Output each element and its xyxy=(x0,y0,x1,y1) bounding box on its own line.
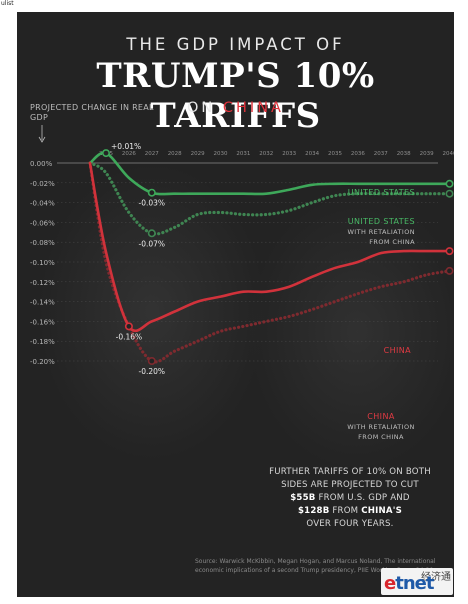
y-tick-label: -0.02% xyxy=(30,180,55,188)
data-label: -0.03% xyxy=(139,199,166,208)
data-label: +0.01% xyxy=(111,142,141,151)
annotation-line-5: OVER FOUR YEARS. xyxy=(306,519,394,529)
annotation-line-3: $55B FROM U.S. GDP AND xyxy=(255,492,445,505)
x-tick-label: 2039 xyxy=(420,151,434,157)
x-tick-label: 2035 xyxy=(328,151,342,157)
series-name-label: WITH RETALIATION xyxy=(347,423,415,431)
background-portrait-right xyxy=(247,192,454,472)
x-tick-label: 2038 xyxy=(397,151,411,157)
etnet-logo: 经济通 etnet xyxy=(381,568,453,595)
infographic-panel: THE GDP IMPACT OF TRUMP'S 10% TARIFFS ON… xyxy=(17,12,454,597)
data-label: -0.16% xyxy=(116,332,143,341)
y-tick-label: -0.16% xyxy=(30,318,55,326)
series-line xyxy=(88,161,452,236)
x-tick-label: 2033 xyxy=(282,151,296,157)
data-point-marker xyxy=(445,189,454,198)
y-tick-label: -0.06% xyxy=(30,219,55,227)
annotation-china-amount: $128B xyxy=(297,506,330,516)
series-name-label: FROM CHINA xyxy=(369,238,415,246)
gdp-line-chart: 0.00% -0.02% -0.04% -0.06% -0.08% -0.10% -0.12… xyxy=(30,125,455,441)
source-note: Source: Warwick McKibbin, Megan Hogan, a… xyxy=(195,557,445,575)
annotation-line-4: $128B FROM CHINA'S xyxy=(255,505,445,518)
series-line xyxy=(88,151,451,196)
x-tick-label: 2031 xyxy=(236,151,250,157)
axis-note-arrowhead xyxy=(38,136,46,143)
annotation-text: FURTHER TARIFFS OF 10% ON BOTH SIDES ARE… xyxy=(255,466,445,531)
title-line-3: ON CHINA xyxy=(17,100,454,116)
data-point-marker xyxy=(445,179,454,188)
annotation-line-4-mid: FROM xyxy=(332,506,359,516)
data-point-marker xyxy=(147,356,156,365)
x-tick-label: 2032 xyxy=(259,151,273,157)
data-label: -0.07% xyxy=(139,239,166,248)
x-tick-label: 2034 xyxy=(305,151,319,157)
title-line-3-prefix: ON xyxy=(187,100,216,116)
y-tick-label: -0.20% xyxy=(30,358,55,366)
x-tick-label: 2029 xyxy=(191,151,205,157)
data-point-marker xyxy=(124,322,133,331)
data-point-marker xyxy=(445,266,454,275)
y-axis-note: PROJECTED CHANGE IN REAL GDP xyxy=(30,103,154,122)
logo-chinese-chars: 经济通 xyxy=(421,572,451,583)
title-line-2: TRUMP'S 10% TARIFFS xyxy=(96,56,375,136)
y-tick-label: -0.18% xyxy=(30,338,55,346)
series-name-label: CHINA xyxy=(384,346,412,355)
series-line xyxy=(88,161,451,333)
annotation-line-1: FURTHER TARIFFS OF 10% ON BOTH xyxy=(269,467,431,477)
logo-brand-rest: tnet xyxy=(395,573,434,594)
logo-brand: etnet xyxy=(384,573,434,594)
data-label: -0.20% xyxy=(139,367,166,376)
y-tick-label: 0.00% xyxy=(30,160,53,168)
x-tick-label: 2030 xyxy=(214,151,228,157)
series-name-label: CHINA xyxy=(367,412,395,421)
annotation-us-amount: $55B xyxy=(290,493,316,503)
series-name-label: UNITED STATES xyxy=(348,217,415,226)
logo-brand-e: e xyxy=(384,573,396,594)
data-point-marker xyxy=(102,149,111,158)
y-tick-label: -0.10% xyxy=(30,259,55,267)
y-tick-label: -0.14% xyxy=(30,299,55,307)
background-portrait-left xyxy=(37,162,267,462)
y-tick-label: -0.08% xyxy=(30,239,55,247)
x-tick-label: 2037 xyxy=(374,151,388,157)
x-tick-label: 2028 xyxy=(168,151,182,157)
y-tick-label: -0.04% xyxy=(30,200,55,208)
data-point-marker xyxy=(147,229,156,238)
series-name-label: FROM CHINA xyxy=(358,433,404,441)
source-line-2: economic implications of a second Trump … xyxy=(195,567,436,574)
annotation-line-3-rest: FROM U.S. GDP AND xyxy=(318,493,410,503)
series-name-label: UNITED STATES xyxy=(348,188,415,197)
source-line-1: Source: Warwick McKibbin, Megan Hogan, a… xyxy=(195,558,436,565)
title-line-1: THE GDP IMPACT OF xyxy=(126,35,345,54)
data-point-marker xyxy=(445,247,454,256)
page-tag: ulist xyxy=(1,0,14,7)
annotation-line-2: SIDES ARE PROJECTED TO CUT xyxy=(281,480,419,490)
series-line xyxy=(88,161,452,364)
x-tick-label: 2026 xyxy=(122,151,136,157)
series-name-label: WITH RETALIATION xyxy=(347,228,415,236)
data-point-marker xyxy=(147,188,156,197)
y-tick-label: -0.12% xyxy=(30,279,55,287)
title-line-3-highlight: CHINA xyxy=(222,100,284,116)
annotation-china-label: CHINA'S xyxy=(361,506,402,516)
x-tick-label: 2027 xyxy=(145,151,159,157)
x-tick-label: 2036 xyxy=(351,151,365,157)
x-tick-label: 2040 xyxy=(443,151,455,157)
